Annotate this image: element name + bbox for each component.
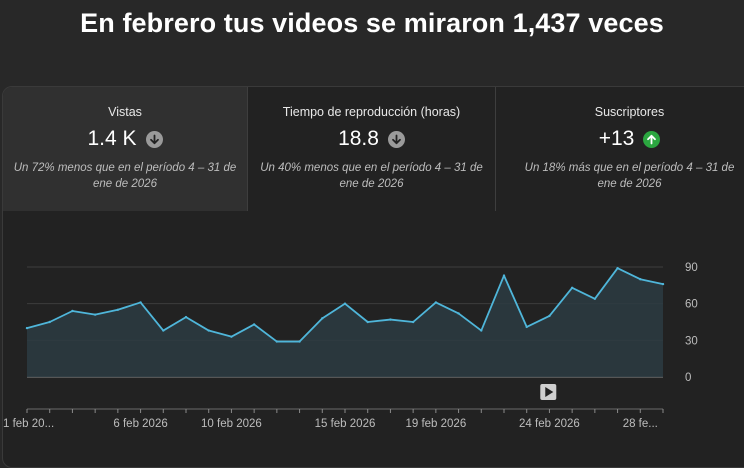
data-point [457, 312, 459, 314]
data-point [435, 301, 437, 303]
metric-comparison: Un 72% menos que en el período 4 – 31 de… [10, 160, 240, 192]
metrics-row: Vistas 1.4 K Un 72% menos que en el perí… [3, 87, 744, 211]
metric-comparison: Un 18% más que en el período 4 – 31 de e… [515, 160, 744, 192]
arrow-down-icon [388, 131, 405, 148]
metric-title: Vistas [3, 105, 247, 119]
data-point [639, 278, 641, 280]
y-tick-label: 0 [685, 372, 691, 384]
metric-subscribers[interactable]: Suscriptores +13 Un 18% más que en el pe… [496, 87, 744, 211]
data-point [367, 321, 369, 323]
data-point [548, 315, 550, 317]
data-point [49, 321, 51, 323]
data-point [253, 323, 255, 325]
x-tick-label: 15 feb 2026 [315, 418, 376, 430]
metric-title: Suscriptores [496, 105, 744, 119]
metric-views[interactable]: Vistas 1.4 K Un 72% menos que en el perí… [3, 87, 248, 211]
data-point [94, 313, 96, 315]
data-point [162, 329, 164, 331]
analytics-card: Vistas 1.4 K Un 72% menos que en el perí… [2, 86, 744, 468]
headline: En febrero tus videos se miraron 1,437 v… [0, 8, 744, 39]
x-tick-label: 19 feb 2026 [405, 418, 466, 430]
data-point [571, 287, 573, 289]
data-point [26, 327, 28, 329]
arrow-down-icon [146, 131, 163, 148]
views-chart: 0 30 60 90 1 feb 20... 6 feb 2026 10 feb 2026 1… [3, 211, 744, 467]
arrow-up-icon [643, 131, 660, 148]
data-point [480, 329, 482, 331]
x-tick-label: 6 feb 2026 [113, 418, 167, 430]
data-point [230, 335, 232, 337]
data-point [389, 318, 391, 320]
y-tick-label: 60 [685, 299, 698, 311]
metric-value: 18.8 [338, 127, 379, 151]
metric-value-row: 18.8 [248, 126, 495, 152]
metric-value-row: +13 [496, 126, 744, 152]
y-tick-label: 30 [685, 335, 698, 347]
data-point [71, 310, 73, 312]
data-point [117, 309, 119, 311]
data-point [298, 340, 300, 342]
chart-area: 0 30 60 90 1 feb 20... 6 feb 2026 10 feb 2026 1… [3, 211, 744, 467]
metric-value: 1.4 K [87, 127, 136, 151]
metric-comparison: Un 40% menos que en el período 4 – 31 de… [257, 160, 487, 192]
y-tick-label: 90 [685, 262, 698, 274]
x-tick-label: 1 feb 20... [3, 418, 54, 430]
data-point [276, 340, 278, 342]
metric-value-row: 1.4 K [3, 126, 247, 152]
data-point [662, 283, 664, 285]
series-area [27, 268, 663, 377]
data-point [526, 326, 528, 328]
data-point [503, 274, 505, 276]
metric-title: Tiempo de reproducción (horas) [248, 105, 495, 119]
data-point [594, 298, 596, 300]
x-tick-label: 24 feb 2026 [519, 418, 580, 430]
data-point [139, 301, 141, 303]
data-point [412, 321, 414, 323]
data-point [185, 316, 187, 318]
x-tick-label: 10 feb 2026 [201, 418, 262, 430]
x-tick-label: 28 fe... [623, 418, 658, 430]
data-point [208, 329, 210, 331]
metric-value: +13 [599, 127, 635, 151]
data-point [344, 302, 346, 304]
data-point [616, 267, 618, 269]
data-point [321, 317, 323, 319]
metric-watch-time[interactable]: Tiempo de reproducción (horas) 18.8 Un 4… [248, 87, 496, 211]
